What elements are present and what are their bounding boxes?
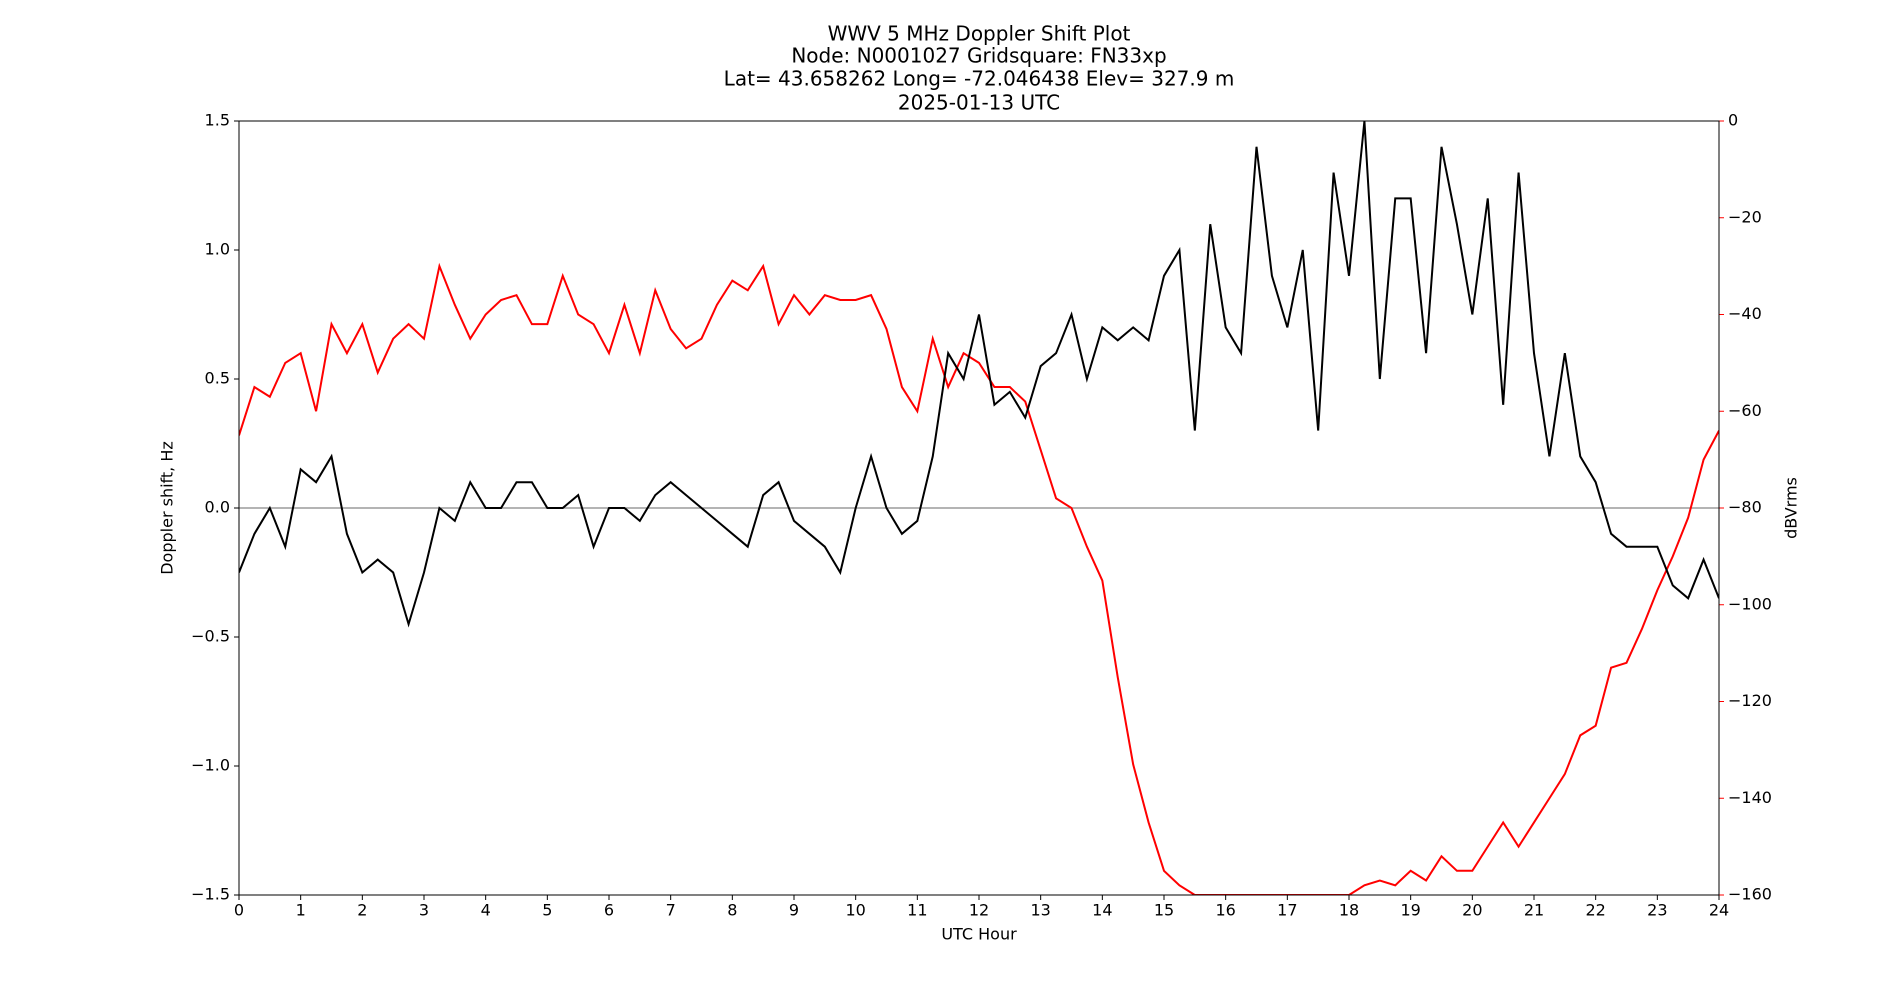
- x-tick-label: 18: [1339, 901, 1359, 920]
- data-line: [239, 262, 1719, 895]
- x-tick-label: 2: [357, 901, 367, 920]
- y-axis-label: Doppler shift, Hz: [158, 441, 177, 575]
- x-tick-label: 3: [419, 901, 429, 920]
- x-tick-label: 14: [1092, 901, 1112, 920]
- y-tick-label: 0.5: [205, 369, 230, 388]
- x-tick-label: 17: [1277, 901, 1297, 920]
- x-tick-label: 4: [481, 901, 491, 920]
- y2-tick-label: −60: [1728, 401, 1762, 420]
- x-tick-label: 22: [1585, 901, 1605, 920]
- y2-tick-label: −100: [1728, 594, 1772, 613]
- y2-tick-label: −20: [1728, 207, 1762, 226]
- x-tick-label: 21: [1524, 901, 1544, 920]
- chart-subtitle: Lat= 43.658262 Long= -72.046438 Elev= 32…: [724, 67, 1235, 91]
- y-tick-label: 1.5: [205, 111, 230, 130]
- y-tick-label: 0.0: [205, 498, 230, 517]
- plot-frame: [238, 120, 1720, 896]
- x-tick-label: 15: [1154, 901, 1174, 920]
- y2-axis-label: dBVrms: [1782, 477, 1801, 539]
- x-tick-label: 0: [234, 901, 244, 920]
- x-tick-label: 19: [1400, 901, 1420, 920]
- y-tick-label: −1.0: [191, 756, 230, 775]
- x-tick-label: 8: [727, 901, 737, 920]
- x-tick-label: 6: [604, 901, 614, 920]
- x-tick-label: 1: [296, 901, 306, 920]
- x-tick-label: 10: [845, 901, 865, 920]
- chart-subtitle: Node: N0001027 Gridsquare: FN33xp: [791, 44, 1166, 68]
- y2-tick-label: −40: [1728, 304, 1762, 323]
- data-line: [239, 121, 1719, 628]
- x-axis-label: UTC Hour: [941, 925, 1017, 944]
- y2-tick-label: −80: [1728, 498, 1762, 517]
- x-tick-label: 12: [969, 901, 989, 920]
- x-tick-label: 9: [789, 901, 799, 920]
- x-tick-label: 23: [1647, 901, 1667, 920]
- x-tick-label: 7: [666, 901, 676, 920]
- x-tick-label: 11: [907, 901, 927, 920]
- x-tick-label: 16: [1215, 901, 1235, 920]
- y2-tick-label: −140: [1728, 788, 1772, 807]
- y-tick-label: −0.5: [191, 627, 230, 646]
- x-tick-label: 13: [1030, 901, 1050, 920]
- y-tick-label: 1.0: [205, 240, 230, 259]
- x-tick-label: 20: [1462, 901, 1482, 920]
- x-tick-label: 5: [542, 901, 552, 920]
- y-tick-label: −1.5: [191, 885, 230, 904]
- y2-tick-label: −160: [1728, 885, 1772, 904]
- chart-title: WWV 5 MHz Doppler Shift Plot: [828, 22, 1131, 46]
- chart-subtitle: 2025-01-13 UTC: [898, 91, 1060, 115]
- y2-tick-label: −120: [1728, 691, 1772, 710]
- y2-tick-label: 0: [1728, 111, 1738, 130]
- x-tick-label: 24: [1709, 901, 1729, 920]
